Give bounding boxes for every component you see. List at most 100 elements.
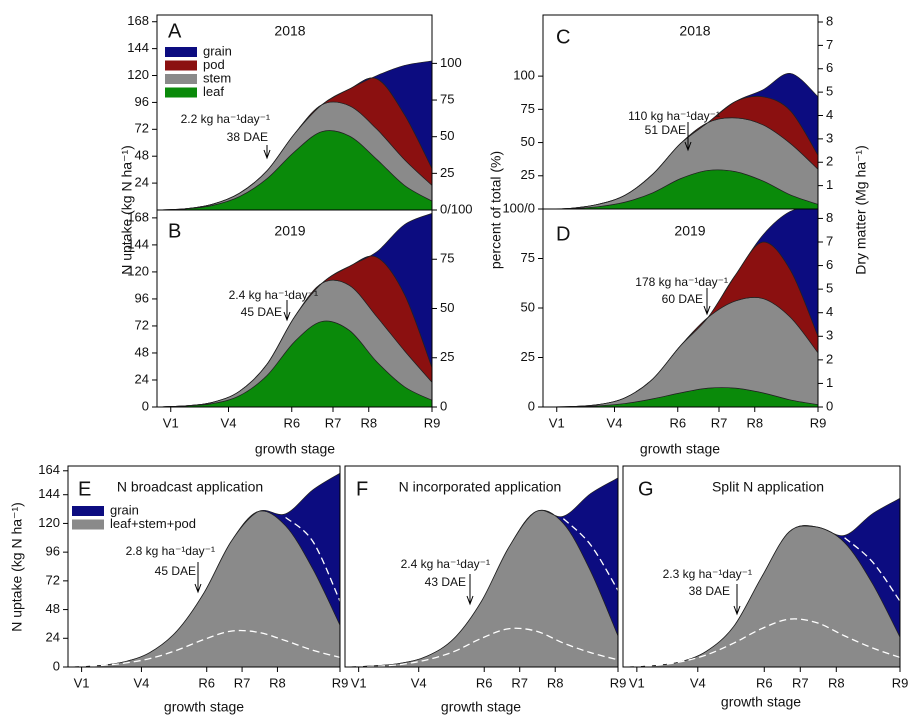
- x-axis-label: growth stage: [640, 441, 720, 457]
- annotation-arrow: [466, 574, 474, 606]
- y2-tick-label: 75: [440, 91, 454, 106]
- panel-letter: D: [556, 223, 570, 245]
- y2-tick-label: 50: [440, 300, 454, 315]
- annotation-rate: 110 kg ha⁻¹day⁻¹: [628, 109, 720, 123]
- y2-tick-label: 4: [826, 304, 833, 319]
- reference-line: [562, 518, 618, 591]
- x-tick-label: R8: [269, 675, 286, 690]
- legend-label: grain: [110, 502, 139, 517]
- x-tick-label: R9: [424, 415, 441, 430]
- x-tick-label: V1: [629, 675, 645, 690]
- annotation-dae: 45 DAE: [241, 305, 282, 319]
- y2-tick-label: 0: [440, 398, 447, 413]
- y2-tick-label: 5: [826, 84, 833, 99]
- legend-swatch: [165, 60, 197, 71]
- legend-swatch: [72, 506, 104, 516]
- stacked-area: [68, 472, 340, 667]
- x-tick-label: V4: [411, 675, 427, 690]
- x-tick-label: R7: [325, 415, 342, 430]
- x-axis-label: growth stage: [164, 699, 244, 715]
- y2-tick-label: 8: [826, 210, 833, 225]
- panel-title: 2018: [679, 23, 710, 39]
- y-tick-label: 164: [38, 462, 60, 477]
- y2-tick-label: 25: [440, 349, 454, 364]
- y-tick-label: 96: [135, 290, 149, 305]
- legend-swatch: [165, 47, 197, 57]
- y2-tick-label: 6: [826, 257, 833, 272]
- y-axis-label: N uptake (kg N ha⁻¹): [9, 502, 25, 632]
- stacked-area: [157, 60, 432, 210]
- y-tick-label: 50: [521, 299, 535, 314]
- y-axis-label: N uptake (kg N ha⁻¹): [119, 145, 135, 275]
- legend-label: leaf+stem+pod: [110, 516, 196, 531]
- x-axis-label: growth stage: [721, 694, 801, 710]
- stacked-area: [345, 477, 618, 667]
- x-tick-label: R9: [610, 675, 627, 690]
- annotation-arrow: [263, 145, 271, 160]
- x-tick-label: V4: [690, 675, 706, 690]
- y-tick-label: 96: [135, 94, 149, 109]
- annotation-rate: 2.8 kg ha⁻¹day⁻¹: [126, 544, 215, 558]
- annotation-arrow: [733, 584, 741, 616]
- y2-tick-label: 7: [826, 37, 833, 52]
- annotation-dae: 38 DAE: [689, 584, 730, 598]
- y-tick-label: 100: [513, 68, 535, 83]
- y-axis-label: percent of total (%): [488, 151, 504, 269]
- y2-axis-label: Dry matter (Mg ha⁻¹): [853, 145, 869, 275]
- annotation-arrow: [684, 122, 692, 152]
- x-tick-label: R9: [810, 415, 827, 430]
- panel-letter: A: [168, 20, 182, 42]
- y2-tick-label: 5: [826, 281, 833, 296]
- x-tick-label: R7: [711, 415, 728, 430]
- x-tick-label: R6: [669, 415, 686, 430]
- y-tick-label: 96: [46, 544, 60, 559]
- plot-frame: [344, 465, 619, 668]
- annotation-dae: 45 DAE: [155, 564, 196, 578]
- annotation-arrow: [283, 300, 291, 322]
- reference-line: [285, 516, 340, 602]
- plot-frame: [67, 465, 341, 668]
- x-tick-label: R7: [511, 675, 528, 690]
- x-tick-label: R8: [746, 415, 763, 430]
- legend-swatch: [72, 519, 104, 530]
- annotation-dae: 43 DAE: [425, 575, 466, 589]
- y-tick-label: 24: [46, 630, 60, 645]
- reference-line: [68, 629, 340, 667]
- legend-label: stem: [203, 70, 231, 85]
- y-tick-label: 120: [127, 263, 149, 278]
- panel-title: N broadcast application: [117, 479, 263, 495]
- y2-tick-label: 25: [440, 165, 454, 180]
- y2-tick-label: 3: [826, 130, 833, 145]
- y-tick-label: 100/0: [502, 200, 535, 215]
- annotation-arrow: [194, 562, 202, 594]
- x-tick-label: V1: [163, 415, 179, 430]
- y-tick-label: 0: [528, 398, 535, 413]
- plot-frame: [622, 465, 901, 668]
- x-tick-label: R6: [476, 675, 493, 690]
- y-tick-label: 25: [521, 349, 535, 364]
- annotation-dae: 51 DAE: [645, 123, 686, 137]
- x-tick-label: R6: [198, 675, 215, 690]
- y-tick-label: 72: [46, 572, 60, 587]
- y-tick-label: 24: [135, 371, 149, 386]
- annotation-rate: 2.4 kg ha⁻¹day⁻¹: [401, 557, 490, 571]
- panel-title: Split N application: [712, 479, 824, 495]
- annotation-rate: 178 kg ha⁻¹day⁻¹: [635, 275, 728, 289]
- y-tick-label: 168: [127, 209, 149, 224]
- annotation-dae: 38 DAE: [227, 130, 268, 144]
- y-tick-label: 25: [521, 167, 535, 182]
- y2-tick-label: 50: [440, 128, 454, 143]
- y2-tick-label: 2: [826, 154, 833, 169]
- reference-line: [623, 618, 900, 667]
- y-tick-label: 75: [521, 250, 535, 265]
- y-tick-label: 75: [521, 101, 535, 116]
- panel-letter: B: [168, 220, 181, 242]
- y-tick-label: 48: [135, 344, 149, 359]
- x-tick-label: R8: [547, 675, 564, 690]
- y-tick-label: 144: [127, 236, 149, 251]
- y-tick-label: 72: [135, 121, 149, 136]
- x-tick-label: R8: [828, 675, 845, 690]
- stacked-area: [623, 497, 900, 667]
- y-tick-label: 24: [135, 175, 149, 190]
